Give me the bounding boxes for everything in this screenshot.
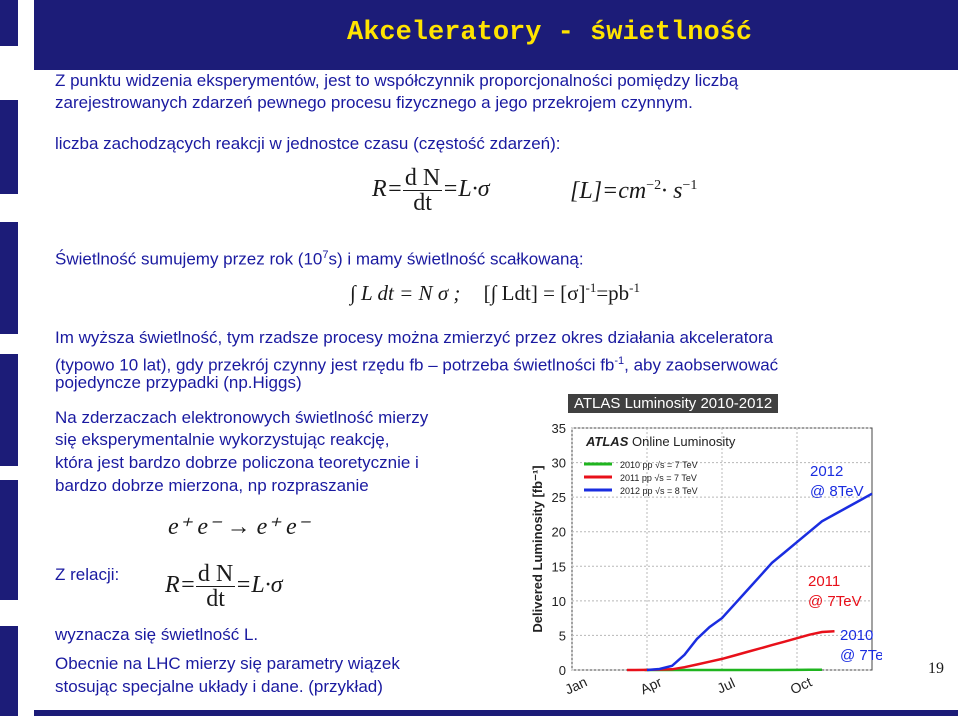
series-annotation: @ 7TeV <box>808 593 862 610</box>
para1-line-2: (typowo 10 lat), gdy przekrój czynny jes… <box>55 350 778 377</box>
integrated-label: Świetlność sumujemy przez rok (107s) i m… <box>55 244 584 271</box>
para2-line-2: się eksperymentalnie wykorzystując reakc… <box>55 430 390 449</box>
relation-numerator: d N <box>195 561 236 587</box>
series-line-2 <box>626 630 835 672</box>
page-number: 19 <box>928 660 944 677</box>
intro-line-1: Z punktu widzenia eksperymentów, jest to… <box>55 71 739 90</box>
integral-exp: -1 <box>585 280 597 295</box>
rate-rhs: =L·σ <box>442 176 490 203</box>
side-bar-1 <box>0 0 18 46</box>
luminosity-chart: ATLAS Luminosity 2010-2012 0 5 10 15 20 25 30 3… <box>520 388 882 712</box>
units-base: [L]=cm <box>570 178 647 204</box>
side-bar-5 <box>0 480 18 600</box>
intro-line-2: zarejestrowanych zdarzeń pewnego procesu… <box>55 93 693 112</box>
final-line-1: Obecnie na LHC mierzy się parametry wiąz… <box>55 654 400 673</box>
final-line-2: stosując specjalne układy i dane. (przyk… <box>55 677 383 696</box>
chart-title: ATLAS Luminosity 2010-2012 <box>568 394 779 413</box>
integral-right: [∫ Ldt] = [σ] <box>483 281 586 305</box>
rate-denominator: dt <box>413 190 432 216</box>
para1-line-1: Im wyższa świetlność, tym rzadsze proces… <box>55 328 774 347</box>
x-tick-label: Jul <box>714 674 737 696</box>
x-tick-label: Jan <box>562 673 589 697</box>
x-tick-label: Apr <box>638 673 665 697</box>
units-formula: [L]=cm−2· s−1 <box>570 178 697 205</box>
defines-line: wyznacza się świetlność L. <box>55 625 259 644</box>
rate-lhs: R= <box>372 176 403 203</box>
y-tick-label: 20 <box>552 525 566 540</box>
integral-exp2: -1 <box>629 280 641 295</box>
y-tick-label: 15 <box>552 559 566 574</box>
side-bar-6 <box>0 626 18 716</box>
x-tick-label: Oct <box>788 674 815 698</box>
para1-line-3: pojedyncze przypadki (np.Higgs) <box>55 373 302 392</box>
units-exp2: −1 <box>682 178 698 193</box>
side-bar-3 <box>0 222 18 334</box>
rate-label: liczba zachodzących reakcji w jednostce … <box>55 134 561 153</box>
y-tick-label: 35 <box>552 421 566 436</box>
title-bar: Akceleratory - świetlność <box>34 0 958 70</box>
integrated-sup: 7 <box>322 249 329 261</box>
series-annotation: 2012 <box>810 463 843 480</box>
series-annotation: @ 8TeV <box>810 483 864 500</box>
para2-line-1: Na zderzaczach elektronowych świetlność … <box>55 408 429 427</box>
units-mid: · s <box>661 178 683 204</box>
series-annotation: 2011 <box>808 573 840 590</box>
units-exp1: −2 <box>646 178 662 193</box>
bottom-bar <box>34 710 958 716</box>
slide-title: Akceleratory - świetlność <box>347 18 753 48</box>
series-annotation: @ 7TeV <box>840 647 882 664</box>
integrated-post: s) i mamy świetlność scałkowaną: <box>328 249 584 269</box>
y-tick-label: 0 <box>559 663 566 678</box>
para1-line-2-pre: (typowo 10 lat), gdy przekrój czynny jes… <box>55 355 615 375</box>
integral-eq: =pb <box>596 281 630 305</box>
y-axis-label: Delivered Luminosity [fb⁻¹] <box>530 465 545 632</box>
series-annotation: 2010 <box>840 627 873 644</box>
legend-label: 2012 pp √s = 8 TeV <box>620 486 698 496</box>
relation-rhs: =L·σ <box>235 572 283 599</box>
para2-line-4: bardzo dobrze mierzona, np rozpraszanie <box>55 476 369 495</box>
series-line-3 <box>646 492 873 672</box>
rate-numerator: d N <box>402 165 443 191</box>
relation-denominator: dt <box>206 586 225 612</box>
legend-label: 2010 pp √s = 7 TeV <box>620 460 698 470</box>
side-bar-4 <box>0 354 18 466</box>
relation-label: Z relacji: <box>55 565 120 584</box>
reaction-formula: e⁺ e⁻ → e⁺ e⁻ <box>168 514 310 540</box>
side-bar-2 <box>0 100 18 194</box>
integral-left: ∫ L dt = N σ ; <box>350 281 461 305</box>
chart-subtitle: ATLAS Online Luminosity <box>585 434 736 449</box>
para1-line-2-post: , aby zaobserwować <box>624 355 779 375</box>
para2-line-3: która jest bardzo dobrze policzona teore… <box>55 453 419 472</box>
relation-lhs: R= <box>165 572 196 599</box>
integral-formula: ∫ L dt = N σ ; [∫ Ldt] = [σ]-1=pb-1 <box>350 280 640 306</box>
chart-svg: 0 5 10 15 20 25 30 35 Jan Apr Jul Oct Delivered Lumi… <box>530 421 882 698</box>
integrated-pre: Świetlność sumujemy przez rok (10 <box>55 249 323 269</box>
y-tick-label: 25 <box>552 490 566 505</box>
legend-label: 2011 pp √s = 7 TeV <box>620 473 697 483</box>
y-tick-label: 10 <box>552 594 566 609</box>
para1-line-2-sup: -1 <box>614 355 625 367</box>
y-tick-label: 30 <box>552 456 566 471</box>
y-tick-label: 5 <box>559 628 566 643</box>
